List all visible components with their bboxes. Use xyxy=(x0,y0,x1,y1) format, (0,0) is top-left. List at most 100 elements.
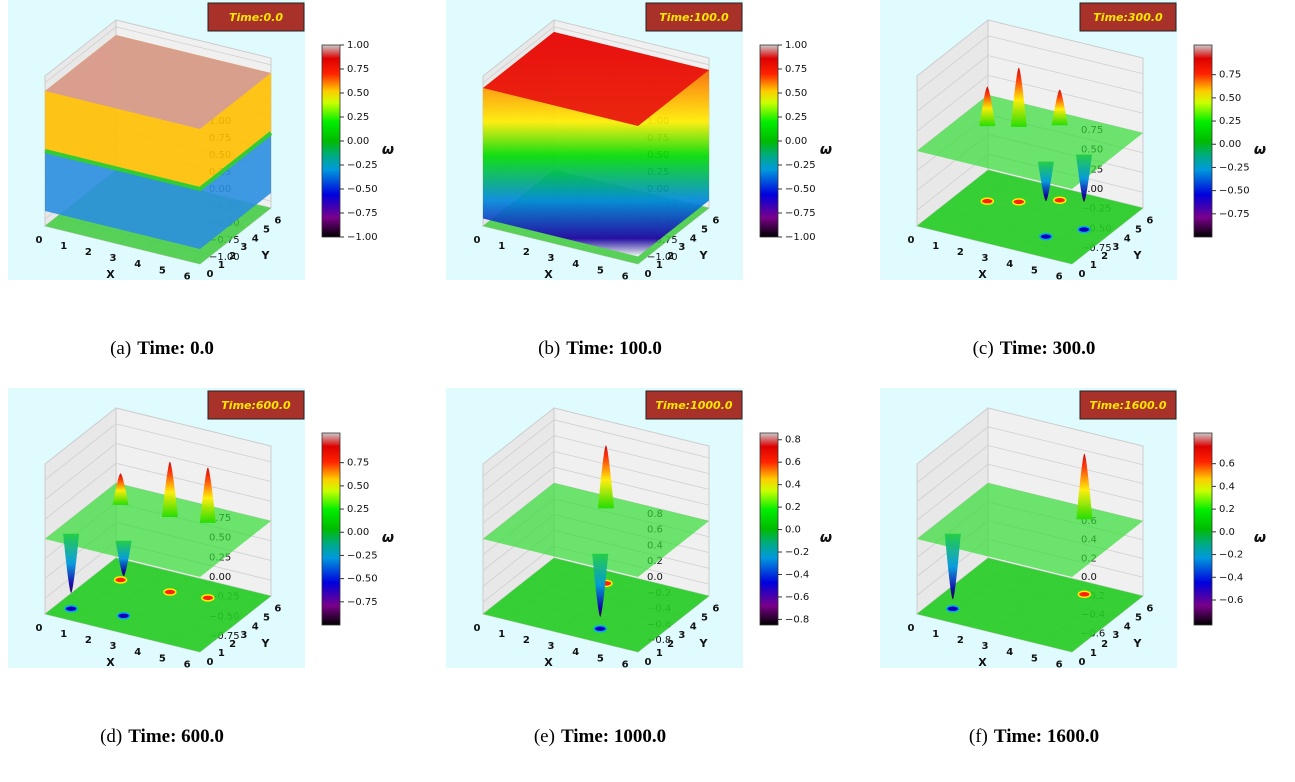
z-tick-label: 0.00 xyxy=(209,572,231,583)
colorbar-tick-label: 0.50 xyxy=(1219,93,1241,104)
colorbar-tick-label: 0.75 xyxy=(347,64,369,75)
colorbar-label: ω xyxy=(820,142,832,158)
colorbar-tick-label: 0.50 xyxy=(785,88,807,99)
y-axis-label: Y xyxy=(261,249,271,262)
caption-text: Time: 300.0 xyxy=(1000,338,1096,359)
y-axis-label: Y xyxy=(699,637,709,650)
colorbar-tick-label: −0.50 xyxy=(347,184,378,195)
y-tick-label: 2 xyxy=(667,639,674,650)
caption-label: (b) xyxy=(538,338,560,359)
y-tick-label: 5 xyxy=(1135,224,1142,235)
colorbar-tick-label: 0.6 xyxy=(1219,459,1235,470)
y-axis-label: Y xyxy=(699,249,709,262)
colorbar-tick-label: 0.25 xyxy=(347,112,369,123)
colorbar-tick-label: −0.50 xyxy=(1219,186,1250,197)
x-tick-label: 3 xyxy=(982,641,989,652)
y-tick-label: 3 xyxy=(240,630,247,641)
x-tick-label: 6 xyxy=(184,659,191,670)
x-tick-label: 4 xyxy=(1006,259,1013,270)
y-axis-label: Y xyxy=(1133,637,1143,650)
colorbar-label: ω xyxy=(1254,530,1266,546)
y-axis-label: Y xyxy=(1133,249,1143,262)
y-tick-label: 5 xyxy=(1135,612,1142,623)
x-tick-label: 5 xyxy=(159,653,166,664)
floor-vortex xyxy=(1040,234,1052,240)
caption: (e)Time: 1000.0 xyxy=(534,726,666,747)
caption: (b) Time: 100.0 xyxy=(538,338,662,359)
x-tick-label: 3 xyxy=(982,253,989,264)
colorbar-label: ω xyxy=(1254,142,1266,158)
caption-text: Time: 1600.0 xyxy=(994,726,1099,747)
caption: (f) Time: 1600.0 xyxy=(969,726,1099,747)
panel: −1.00−0.75−0.50−0.250.000.250.500.751.00… xyxy=(8,0,394,359)
x-tick-label: 4 xyxy=(572,259,579,270)
y-tick-label: 5 xyxy=(263,612,270,623)
x-tick-label: 1 xyxy=(498,629,505,640)
colorbar-tick-label: 0.75 xyxy=(785,64,807,75)
colorbar-tick-label: −0.75 xyxy=(1219,209,1250,220)
panel: −0.75−0.50−0.250.000.250.500.75012345601… xyxy=(8,388,394,747)
x-tick-label: 1 xyxy=(932,629,939,640)
colorbar xyxy=(322,433,340,625)
colorbar-tick-label: 1.00 xyxy=(785,40,807,51)
x-tick-label: 4 xyxy=(134,647,141,658)
y-tick-label: 2 xyxy=(667,251,674,262)
caption-label: (c) xyxy=(973,338,994,359)
x-tick-label: 4 xyxy=(134,259,141,270)
caption-label: (a) xyxy=(110,338,131,359)
x-tick-label: 0 xyxy=(908,623,915,634)
z-tick-label: 0.0 xyxy=(647,572,663,583)
colorbar-tick-label: −0.25 xyxy=(785,160,816,171)
colorbar-tick-label: 0.00 xyxy=(347,136,369,147)
y-axis-label: Y xyxy=(261,637,271,650)
x-tick-label: 1 xyxy=(60,241,67,252)
caption-text: Time: 100.0 xyxy=(566,338,662,359)
y-tick-label: 5 xyxy=(263,224,270,235)
colorbar xyxy=(1194,433,1212,625)
y-tick-label: 1 xyxy=(656,648,663,659)
colorbar xyxy=(760,45,778,237)
y-tick-label: 6 xyxy=(712,215,719,226)
time-badge-text: Time:1600.0 xyxy=(1089,399,1166,412)
x-tick-label: 3 xyxy=(110,641,117,652)
y-tick-label: 6 xyxy=(274,215,281,226)
time-badge-text: Time:0.0 xyxy=(229,11,283,24)
x-tick-label: 6 xyxy=(1056,271,1063,282)
y-tick-label: 0 xyxy=(645,269,652,280)
colorbar-tick-label: −0.6 xyxy=(1219,595,1243,606)
x-tick-label: 1 xyxy=(498,241,505,252)
x-tick-label: 6 xyxy=(622,659,629,670)
colorbar-tick-label: 0.4 xyxy=(785,480,801,491)
colorbar-tick-label: 1.00 xyxy=(347,40,369,51)
floor-vortex xyxy=(1013,199,1025,205)
caption: (c) Time: 300.0 xyxy=(973,338,1096,359)
caption-label: (f) xyxy=(969,726,988,747)
x-tick-label: 6 xyxy=(184,271,191,282)
colorbar-tick-label: 0.25 xyxy=(785,112,807,123)
colorbar-tick-label: −1.00 xyxy=(785,232,816,243)
panel: −0.6−0.4−0.20.00.20.40.601234560123456XY… xyxy=(880,388,1266,747)
y-tick-label: 0 xyxy=(207,657,214,668)
x-tick-label: 3 xyxy=(548,253,555,264)
x-tick-label: 0 xyxy=(36,235,43,246)
colorbar-tick-label: −0.25 xyxy=(347,160,378,171)
floor-vortex xyxy=(202,595,214,601)
y-tick-label: 6 xyxy=(1146,603,1153,614)
x-tick-label: 2 xyxy=(85,635,92,646)
x-tick-label: 2 xyxy=(523,635,530,646)
time-badge-text: Time:600.0 xyxy=(221,399,291,412)
x-tick-label: 1 xyxy=(932,241,939,252)
floor-vortex xyxy=(118,613,130,619)
panel: −1.00−0.75−0.50−0.250.000.250.500.751.00… xyxy=(446,0,832,359)
y-tick-label: 4 xyxy=(252,621,259,632)
x-tick-label: 5 xyxy=(597,653,604,664)
colorbar-tick-label: 0.00 xyxy=(785,136,807,147)
y-tick-label: 0 xyxy=(1079,657,1086,668)
colorbar-tick-label: 0.8 xyxy=(785,435,801,446)
time-badge-text: Time:100.0 xyxy=(659,11,729,24)
y-tick-label: 2 xyxy=(1101,639,1108,650)
colorbar-tick-label: −0.25 xyxy=(1219,162,1250,173)
floor-vortex xyxy=(115,577,127,583)
colorbar xyxy=(760,433,778,625)
y-tick-label: 4 xyxy=(252,233,259,244)
